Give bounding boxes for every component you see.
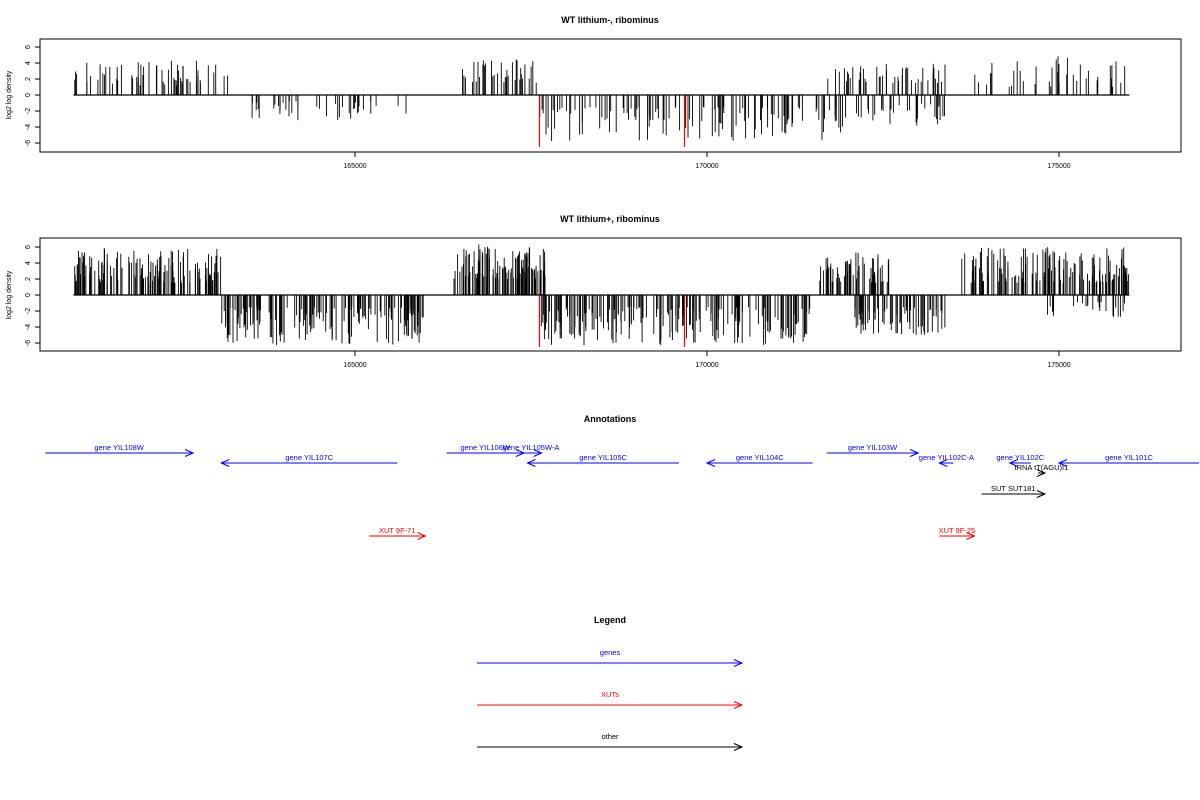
x-tick-label: 165000 (343, 163, 366, 170)
y-tick-label: 0 (25, 93, 32, 97)
legend-arrow (477, 743, 744, 751)
annotation-label: gene YIL101C (1105, 453, 1153, 462)
annotation-arrow (369, 532, 427, 540)
y-tick-label: 6 (25, 45, 32, 49)
x-tick-label: 175000 (1047, 163, 1070, 170)
annotation-arrow (981, 490, 1047, 498)
legend-label: genes (600, 648, 621, 657)
annotation-label: gene YIL102C (996, 453, 1044, 462)
annotation-label: gene YIL103W (848, 443, 898, 452)
annotation-label: gene YIL105C (579, 453, 627, 462)
y-tick-label: -4 (25, 124, 32, 130)
annotation-label: SUT SUT181 (991, 484, 1035, 493)
x-tick-label: 165000 (343, 362, 366, 369)
legend-arrow (477, 701, 744, 709)
panel-lithium-minus: WT lithium-, ribominus log2 log density … (6, 15, 1182, 170)
annotation-arrow (520, 449, 543, 457)
annotations-title: Annotations (584, 414, 637, 424)
panel-title: WT lithium-, ribominus (561, 15, 659, 25)
x-axis: 165000 170000 175000 (343, 152, 1071, 170)
legend-title: Legend (594, 615, 626, 625)
annotation-label: gene YIL107C (285, 453, 333, 462)
y-tick-label: 4 (25, 261, 32, 265)
annotation-label: XUT 9F-25 (939, 526, 976, 535)
annotation-arrow (1036, 469, 1047, 477)
y-tick-label: 4 (25, 61, 32, 65)
y-tick-label: 2 (25, 277, 32, 281)
annotation-label: gene YIL102C-A (919, 453, 974, 462)
annotation-label: gene YIL108W (94, 443, 144, 452)
annotation-label: gene YIL105W-A (503, 443, 560, 452)
annotation-label: tRNA tT(AGU)I1 (1015, 463, 1069, 472)
bars-group (73, 244, 1130, 347)
y-tick-label: -2 (25, 308, 32, 314)
y-axis: 6 4 2 0 -2 -4 -6 (25, 45, 40, 146)
annotation-arrow (939, 532, 976, 540)
y-tick-label: -4 (25, 324, 32, 330)
y-axis-label: log2 log density (6, 70, 13, 119)
annotation-label: XUT 9F-71 (379, 526, 416, 535)
y-tick-label: 0 (25, 293, 32, 297)
y-tick-label: 2 (25, 77, 32, 81)
y-tick-label: -2 (25, 108, 32, 114)
y-tick-label: -6 (25, 140, 32, 146)
panel-title: WT lithium+, ribominus (560, 214, 660, 224)
annotation-arrow (938, 459, 954, 467)
annotations-track: Annotations gene YIL108W gene YIL107C gene… (45, 414, 1199, 540)
annotation-arrow (526, 459, 679, 467)
y-tick-label: -6 (25, 340, 32, 346)
x-tick-label: 170000 (695, 163, 718, 170)
panel-lithium-plus: WT lithium+, ribominus log2 log density … (6, 214, 1182, 369)
annotation-arrow (45, 449, 195, 457)
x-tick-label: 175000 (1047, 362, 1070, 369)
legend-label: XUTs (601, 690, 619, 699)
annotation-arrow (219, 459, 398, 467)
y-axis-label: log2 log density (6, 270, 13, 319)
annotation-arrow (1057, 459, 1199, 467)
annotation-label: gene YIL106W (460, 443, 510, 452)
legend-arrow (477, 659, 744, 667)
annotation-arrow (826, 449, 920, 457)
x-axis: 165000 170000 175000 (343, 351, 1071, 369)
legend-label: other (601, 732, 619, 741)
annotation-arrow (705, 459, 813, 467)
legend: Legend genes XUTs other (477, 615, 744, 751)
annotation-arrow (1008, 459, 1031, 467)
x-tick-label: 170000 (695, 362, 718, 369)
y-tick-label: 6 (25, 245, 32, 249)
bars-group (73, 56, 1130, 147)
annotation-label: gene YIL104C (736, 453, 784, 462)
y-axis: 6 4 2 0 -2 -4 -6 (25, 245, 40, 346)
